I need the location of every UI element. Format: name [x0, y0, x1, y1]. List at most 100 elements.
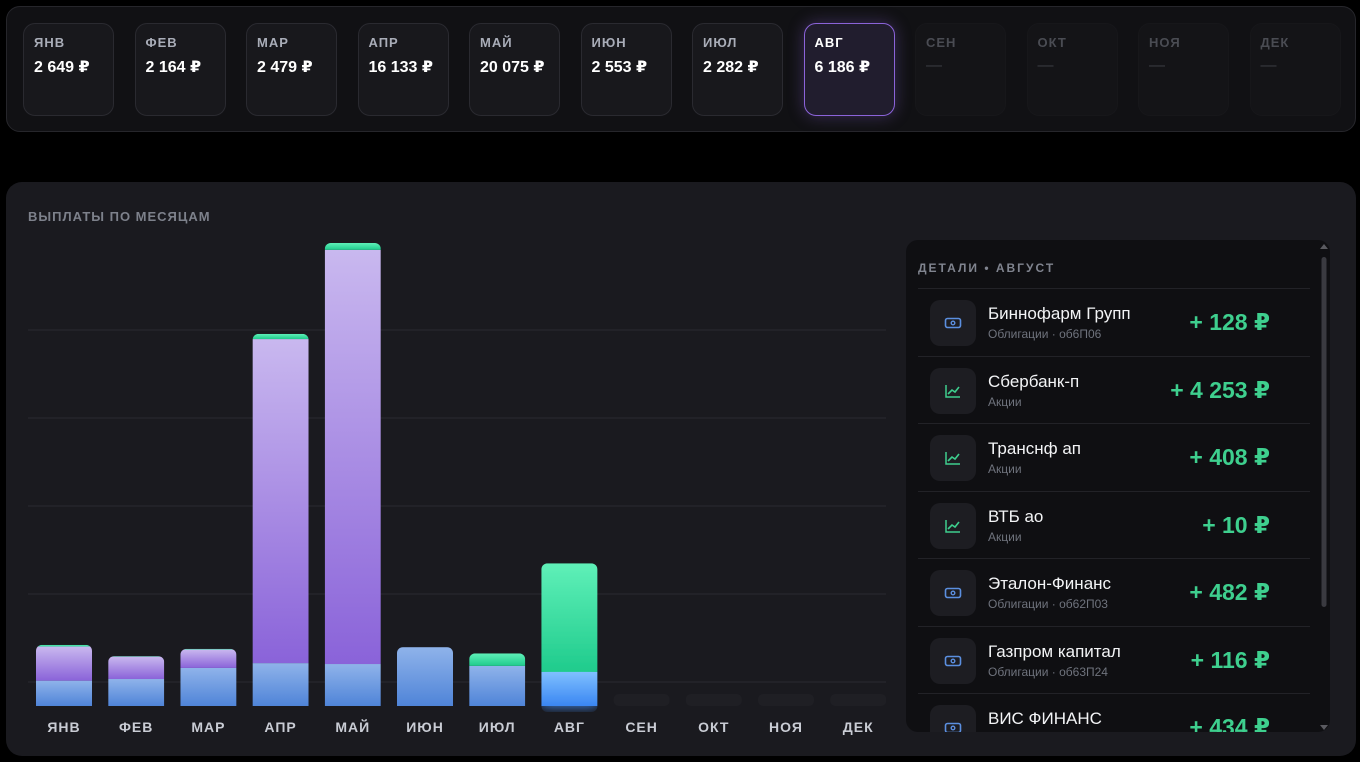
month-strip: ЯНВ 2 649 ₽ ФЕВ 2 164 ₽ МАР 2 479 ₽ АПР 16 133 …	[6, 6, 1356, 132]
month-label: АВГ	[814, 35, 844, 50]
detail-name: Эталон-Финанс	[988, 574, 1112, 593]
detail-subtitle: Облигации · об6П06	[988, 327, 1102, 341]
bar-group[interactable]: ИЮЛ	[469, 653, 526, 735]
payouts-panel: ВЫПЛАТЫ ПО МЕСЯЦАМ ЯНВ ФЕВ МАР АПР МАЙ ИЮН ИЮЛ…	[6, 182, 1356, 756]
bar-group[interactable]: АПР	[252, 333, 309, 735]
payouts-chart-svg: ЯНВ ФЕВ МАР АПР МАЙ ИЮН ИЮЛ АВГ СЕН ОКТ НОЯ ДЕК	[28, 243, 886, 735]
detail-row[interactable]: Транснф ап Акции + 408 ₽	[918, 423, 1310, 490]
details-scrollbar[interactable]	[1320, 244, 1328, 730]
bond-icon	[930, 300, 976, 346]
bar-group[interactable]: ФЕВ	[108, 656, 165, 735]
month-value: 6 186 ₽	[814, 59, 871, 76]
bar-segment	[541, 563, 598, 672]
scroll-down-arrow[interactable]	[1320, 725, 1328, 730]
stock-chart-icon	[930, 367, 976, 414]
month-label: АПР	[368, 35, 399, 50]
bar-segment	[108, 679, 165, 706]
detail-row[interactable]: Эталон-Финанс Облигации · об62П03 + 482 ₽	[918, 558, 1310, 625]
bar-segment	[324, 664, 381, 706]
bar-segment	[108, 656, 165, 680]
bar-group[interactable]: ДЕК	[830, 694, 886, 735]
bond-icon	[930, 705, 976, 732]
month-value: 2 282 ₽	[703, 59, 759, 76]
detail-row[interactable]: Биннофарм Групп Облигации · об6П06 + 128 ₽	[918, 288, 1310, 355]
month-card[interactable]: НОЯ —	[1138, 23, 1229, 116]
bond-icon	[930, 637, 976, 684]
stock-chart-icon	[930, 435, 976, 481]
month-label: МАЙ	[480, 35, 513, 50]
month-value: —	[926, 57, 942, 74]
bar-group[interactable]: ЯНВ	[36, 644, 92, 735]
bar-group[interactable]: ИЮН	[397, 647, 453, 735]
bar-placeholder	[830, 694, 886, 706]
bar-group[interactable]: ОКТ	[685, 694, 742, 735]
bar-segment	[469, 665, 526, 706]
month-card[interactable]: АВГ 6 186 ₽	[803, 23, 895, 116]
detail-subtitle: Акции	[988, 529, 1022, 544]
details-panel: ДЕТАЛИ • АВГУСТ Биннофарм Групп Облигации…	[906, 240, 1330, 732]
detail-amount: + 408 ₽	[1189, 444, 1270, 470]
month-card[interactable]: СЕН —	[915, 23, 1006, 116]
bar-segment	[252, 333, 309, 340]
detail-subtitle: Облигации · об62П03	[988, 597, 1108, 611]
month-label: ОКТ	[1037, 35, 1067, 50]
detail-amount: + 434 ₽	[1189, 714, 1270, 732]
month-label: ФЕВ	[145, 35, 178, 50]
bar-segment	[252, 339, 309, 664]
bar-placeholder	[613, 694, 670, 706]
bar-group[interactable]: МАЙ	[324, 243, 381, 735]
month-card[interactable]: ЯНВ 2 649 ₽	[23, 23, 114, 116]
month-card[interactable]: МАР 2 479 ₽	[246, 23, 337, 116]
month-card[interactable]: АПР 16 133 ₽	[357, 23, 449, 116]
bar-segment	[180, 649, 237, 668]
panel-title: ВЫПЛАТЫ ПО МЕСЯЦАМ	[28, 209, 211, 224]
month-value: —	[1149, 57, 1165, 74]
x-tick-label: ФЕВ	[119, 719, 153, 735]
detail-name: Сбербанк-п	[988, 371, 1080, 391]
bar-segment	[397, 647, 453, 706]
bar-segment	[180, 667, 237, 706]
bar-segment	[36, 644, 92, 647]
month-card[interactable]: ОКТ —	[1026, 23, 1118, 116]
bar-group[interactable]: НОЯ	[758, 694, 814, 735]
bar-segment	[541, 671, 598, 706]
month-value: 16 133 ₽	[368, 59, 434, 76]
month-card[interactable]: ФЕВ 2 164 ₽	[134, 23, 226, 116]
x-tick-label: НОЯ	[769, 719, 803, 735]
month-value: 2 649 ₽	[34, 59, 90, 76]
bar-group[interactable]: СЕН	[613, 694, 670, 735]
month-card[interactable]: ИЮЛ 2 282 ₽	[692, 23, 783, 116]
detail-row[interactable]: Газпром капитал Облигации · об63П24 + 116 …	[918, 625, 1310, 693]
bar-group[interactable]: МАР	[180, 648, 237, 735]
month-card[interactable]: ДЕК —	[1249, 23, 1341, 116]
bar-segment	[36, 646, 92, 681]
bar-segment	[180, 648, 237, 650]
detail-row[interactable]: ВТБ ао Акции + 10 ₽	[918, 490, 1310, 558]
month-label: МАР	[257, 35, 289, 50]
month-value: —	[1037, 57, 1054, 74]
bar-group[interactable]: АВГ	[541, 563, 598, 735]
detail-amount: + 128 ₽	[1189, 309, 1270, 335]
detail-amount: + 116 ₽	[1190, 646, 1270, 673]
x-tick-label: МАР	[191, 719, 225, 735]
detail-amount: + 4 253 ₽	[1170, 376, 1270, 403]
month-card[interactable]: ИЮН 2 553 ₽	[580, 23, 672, 116]
detail-name: ВИС ФИНАНС	[988, 709, 1102, 728]
month-card[interactable]: МАЙ 20 075 ₽	[469, 23, 560, 116]
detail-row[interactable]: ВИС ФИНАНС + 434 ₽	[918, 693, 1310, 732]
month-value: 2 553 ₽	[591, 59, 648, 76]
scroll-up-arrow[interactable]	[1320, 244, 1328, 249]
detail-row[interactable]: Сбербанк-п Акции + 4 253 ₽	[918, 355, 1310, 423]
month-label: НОЯ	[1149, 35, 1181, 50]
x-tick-label: ИЮН	[406, 719, 444, 735]
bar-segment	[252, 663, 309, 706]
bar-segment	[324, 249, 381, 665]
bar-segment	[36, 680, 92, 706]
detail-amount: + 10 ₽	[1202, 511, 1270, 538]
month-label: ДЕК	[1260, 35, 1290, 50]
month-label: СЕН	[926, 35, 957, 50]
details-title: ДЕТАЛИ • АВГУСТ	[918, 261, 1056, 275]
month-value: 2 164 ₽	[145, 59, 202, 76]
scroll-thumb[interactable]	[1321, 257, 1327, 607]
detail-subtitle: Облигации · об63П24	[988, 664, 1108, 679]
